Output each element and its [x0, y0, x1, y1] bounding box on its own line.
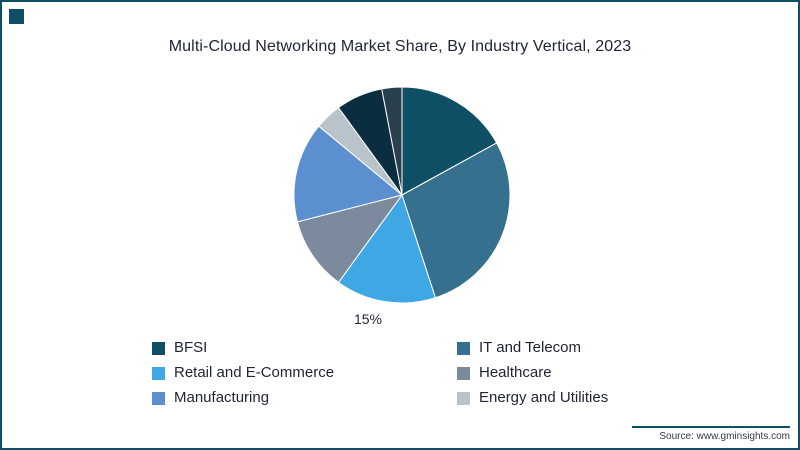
- legend: BFSI IT and Telecom Retail and E-Commerc…: [152, 340, 712, 406]
- corner-accent: [9, 9, 24, 24]
- pie-slice-manufacturing: [293, 125, 404, 223]
- legend-swatch-bfsi: [152, 341, 165, 355]
- legend-swatch-retail-and-e-commerce: [152, 366, 165, 380]
- pie-chart: [287, 80, 517, 310]
- legend-item-it-and-telecom: IT and Telecom: [457, 340, 712, 356]
- legend-item-energy-and-utilities: Energy and Utilities: [457, 390, 712, 406]
- legend-swatch-healthcare: [457, 366, 470, 380]
- source-block: Source: www.gminsights.com: [632, 426, 790, 442]
- source-text: Source: www.gminsights.com: [659, 431, 790, 442]
- legend-swatch-energy-and-utilities: [457, 391, 470, 405]
- pie-slice-it-and-telecom: [401, 142, 511, 299]
- chart-title: Multi-Cloud Networking Market Share, By …: [168, 38, 632, 55]
- pie-slice-retail-and-e-commerce: [337, 193, 437, 304]
- legend-label-it-and-telecom: IT and Telecom: [479, 339, 582, 356]
- legend-label-energy-and-utilities: Energy and Utilities: [479, 389, 609, 406]
- legend-label-bfsi: BFSI: [174, 339, 208, 356]
- legend-label-manufacturing: Manufacturing: [174, 389, 270, 406]
- pie-data-label-retail: 15%: [353, 311, 383, 327]
- pie-slice-healthcare: [296, 194, 404, 284]
- legend-swatch-manufacturing: [152, 391, 165, 405]
- legend-swatch-it-and-telecom: [457, 341, 470, 355]
- pie-slice-unlabeled-7: [381, 86, 403, 196]
- pie-slice-bfsi: [401, 86, 498, 196]
- legend-label-healthcare: Healthcare: [479, 364, 552, 381]
- legend-item-retail-and-e-commerce: Retail and E-Commerce: [152, 365, 457, 381]
- pie-chart-svg: [293, 86, 511, 304]
- legend-item-manufacturing: Manufacturing: [152, 390, 457, 406]
- legend-label-retail-and-e-commerce: Retail and E-Commerce: [174, 364, 335, 381]
- source-divider: [632, 426, 790, 428]
- legend-item-healthcare: Healthcare: [457, 365, 712, 381]
- legend-item-bfsi: BFSI: [152, 340, 457, 356]
